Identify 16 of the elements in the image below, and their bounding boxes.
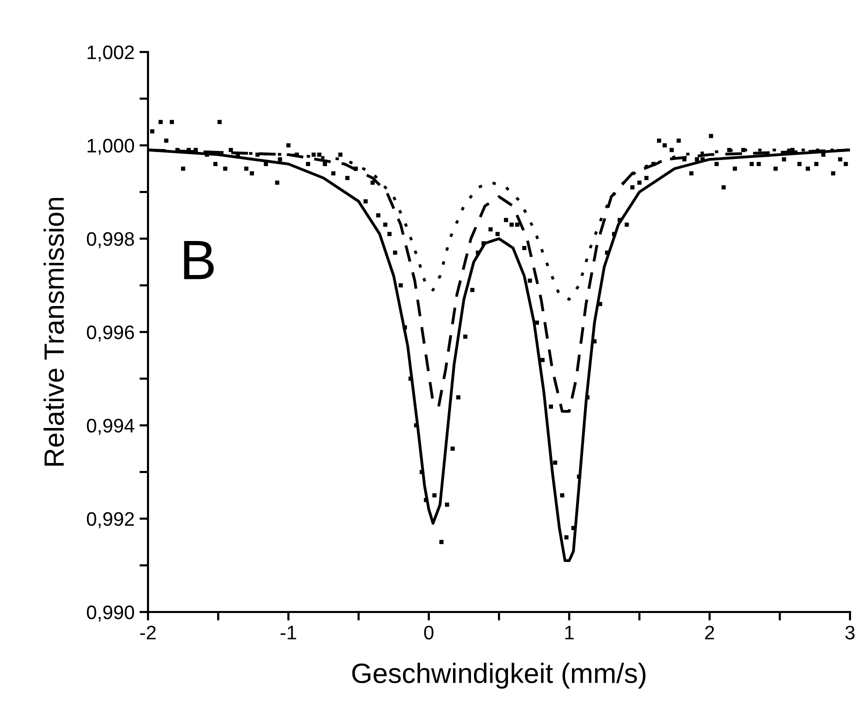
x-tick-label: -2 bbox=[140, 626, 156, 640]
y-tick-label: 1,000 bbox=[88, 138, 134, 155]
x-axis-title: Geschwindigkeit (mm/s) bbox=[352, 662, 646, 689]
y-tick-label: 0,990 bbox=[86, 605, 134, 622]
y-tick-label: 0,994 bbox=[86, 418, 134, 435]
annotation: B bbox=[184, 240, 214, 280]
x-tick-label: 1 bbox=[565, 626, 574, 640]
x-tick-label: 0 bbox=[424, 626, 434, 640]
y-tick-label: 0,998 bbox=[86, 232, 134, 248]
y-axis-title: Relative Transmission bbox=[44, 198, 64, 466]
y-tick-label: 0,996 bbox=[86, 325, 134, 342]
x-tick-label: -1 bbox=[280, 626, 296, 640]
y-tick-label: 0,992 bbox=[86, 512, 134, 528]
y-tick-label: 1,002 bbox=[88, 45, 134, 62]
x-tick-label: 2 bbox=[705, 626, 714, 640]
x-tick-label: 3 bbox=[845, 626, 855, 640]
